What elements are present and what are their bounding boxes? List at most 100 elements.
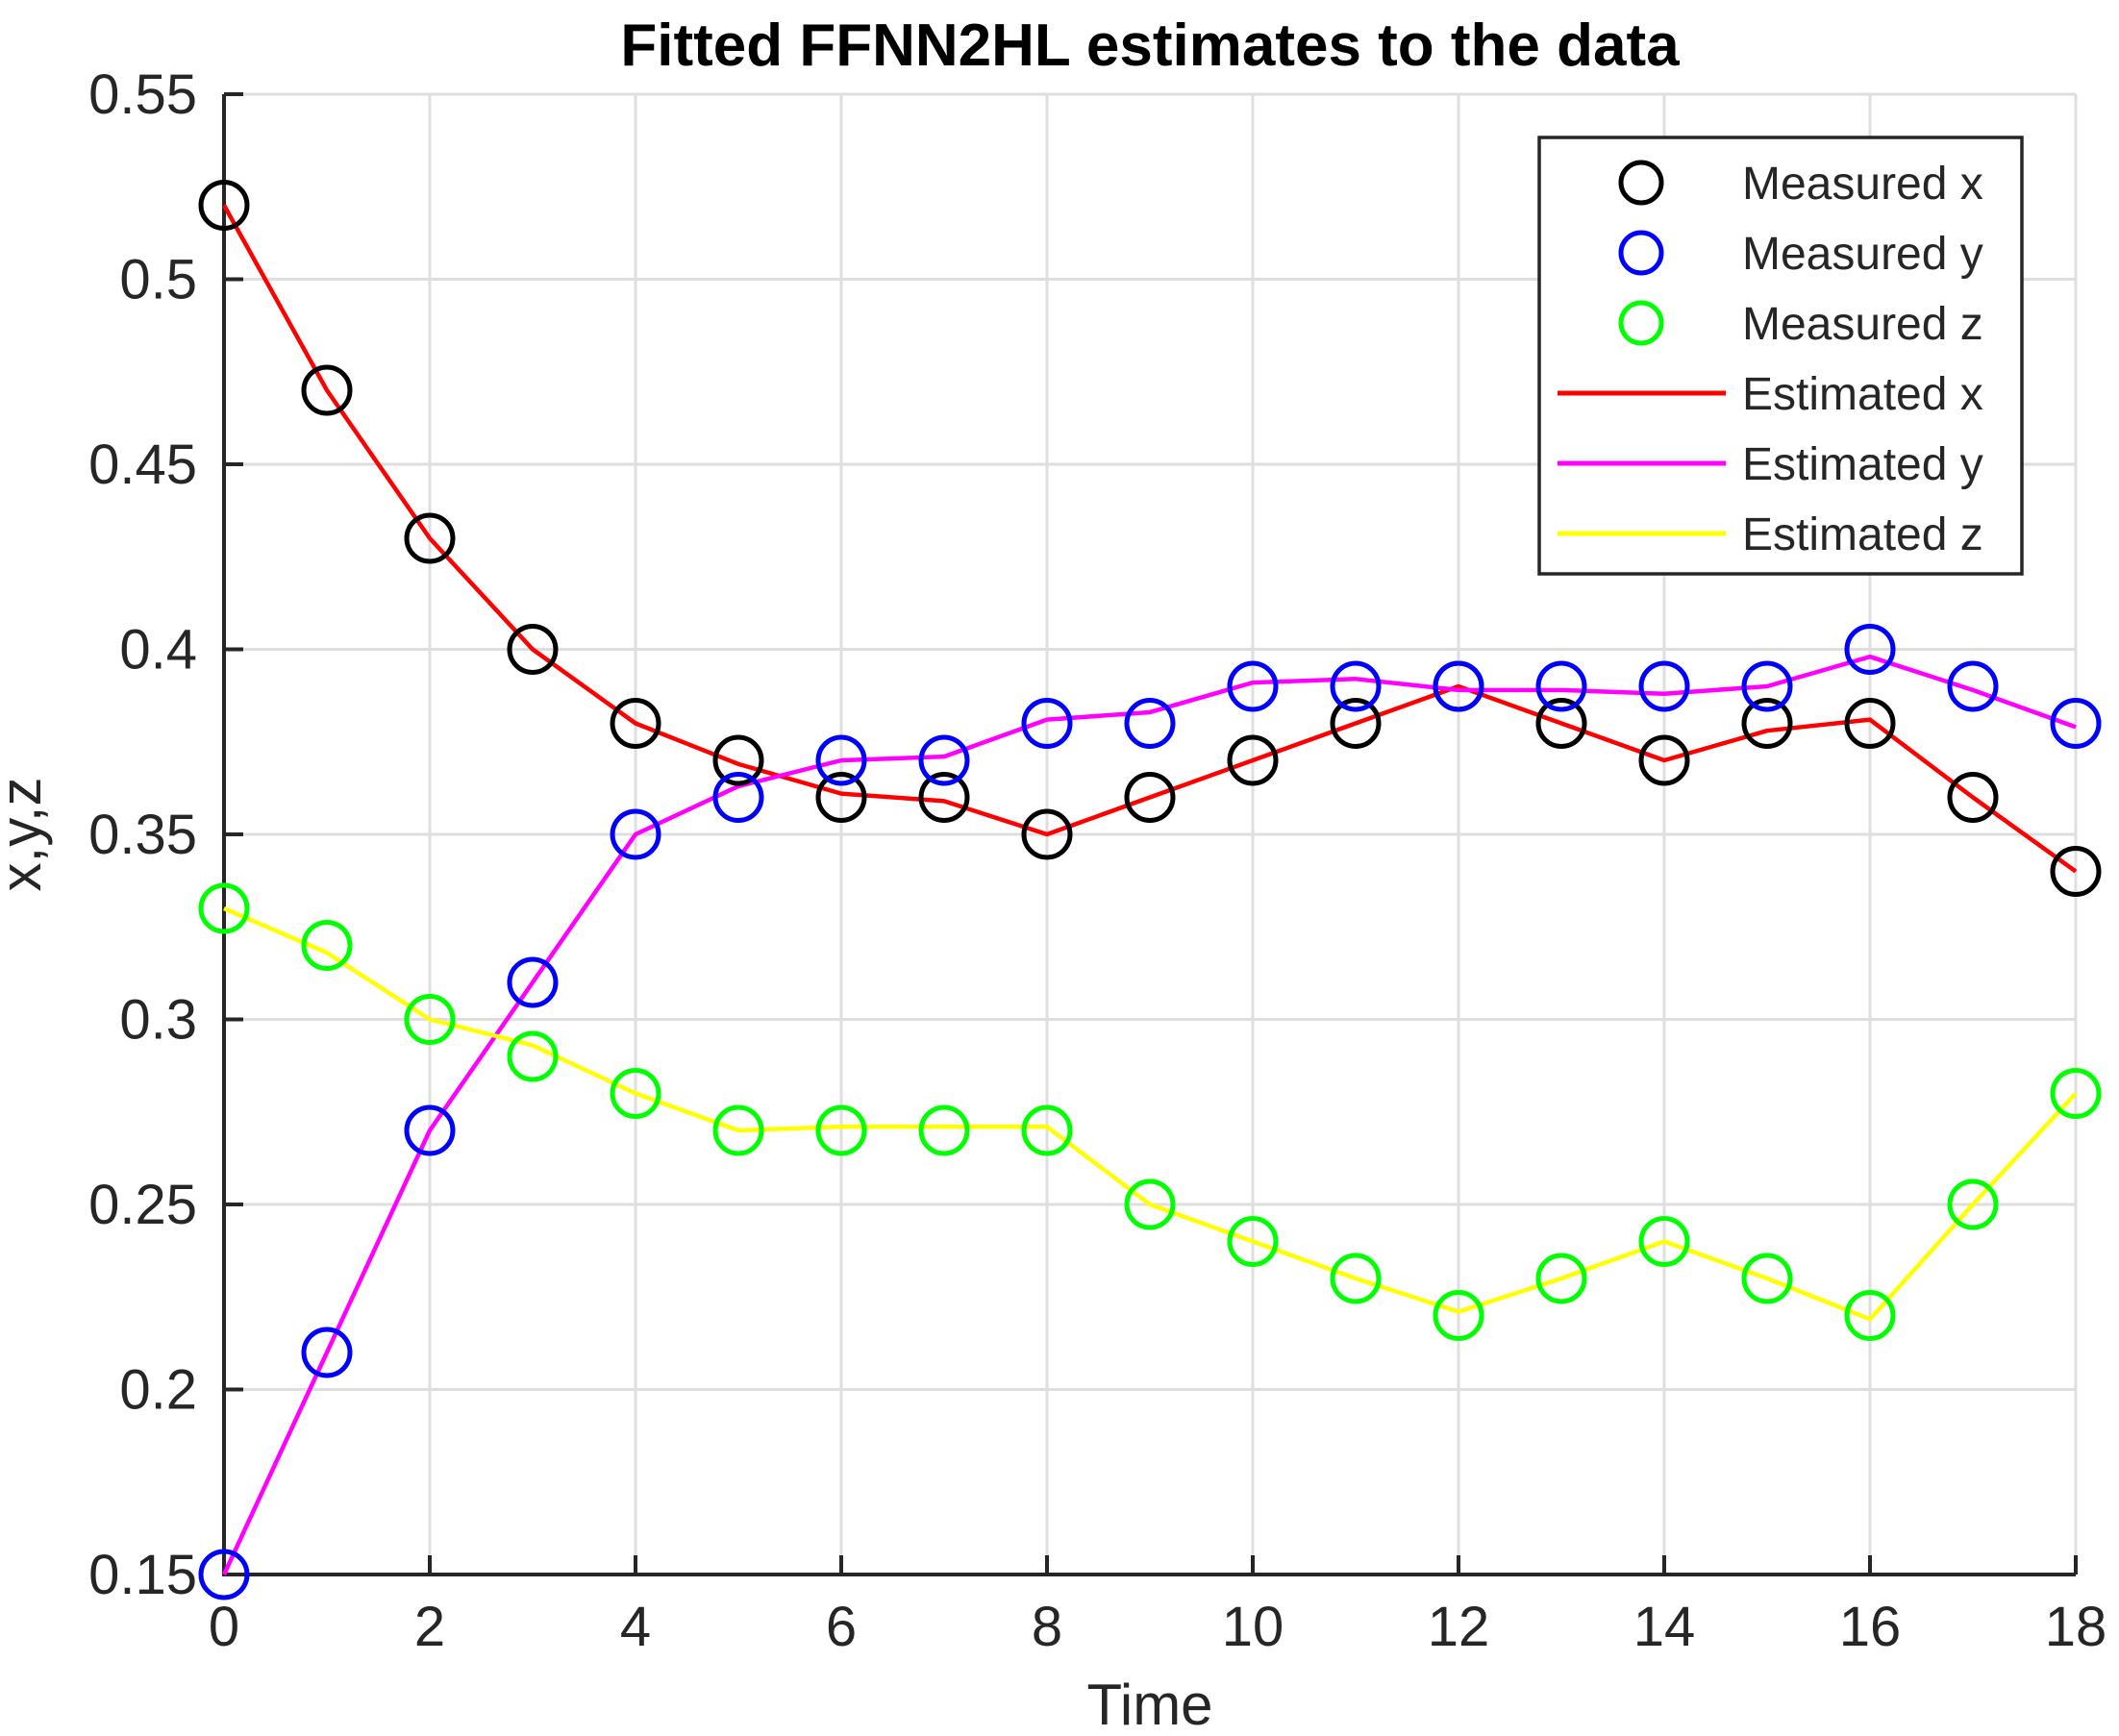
y-tick-label: 0.4 (119, 619, 197, 682)
estimated-x-line (222, 204, 2078, 874)
x-axis-label: Time (1086, 1673, 1212, 1736)
y-tick-label: 0.45 (88, 434, 197, 496)
data-point-marker (815, 1104, 867, 1156)
legend-label: Measured x (1742, 159, 1983, 210)
measured-x-markers (198, 180, 2102, 897)
chart-title: Fitted FFNN2HL estimates to the data (620, 12, 1680, 79)
data-point-marker (1021, 1104, 1073, 1156)
data-point-marker (1433, 660, 1484, 712)
data-point-marker (918, 1104, 970, 1156)
x-tick-label: 18 (2045, 1596, 2107, 1658)
y-tick-label: 0.15 (88, 1544, 197, 1606)
data-point-marker (1330, 660, 1382, 712)
data-point-marker (1535, 660, 1587, 712)
measured-y-markers (198, 624, 2102, 1600)
data-point-marker (301, 364, 353, 416)
data-point-marker (1638, 660, 1690, 712)
data-point-marker (1227, 1216, 1279, 1267)
legend-label: Measured y (1742, 229, 1983, 280)
data-point-marker (2050, 1068, 2102, 1119)
data-point-marker (918, 734, 970, 786)
data-point-marker (1844, 1290, 1896, 1341)
y-tick-label: 0.55 (88, 63, 197, 126)
data-point-marker (712, 734, 764, 786)
data-point-marker (301, 920, 353, 971)
y-axis-label: x,y,z (0, 778, 53, 892)
data-point-marker (1124, 772, 1176, 823)
x-tick-label: 14 (1633, 1596, 1696, 1658)
data-point-marker (198, 1549, 250, 1600)
data-point-marker (2050, 846, 2102, 897)
legend-item-estimated-y: Estimated y (1558, 439, 1983, 490)
data-point-marker (404, 512, 456, 564)
x-tick-label: 16 (1839, 1596, 1902, 1658)
x-tick-label: 2 (414, 1596, 445, 1658)
data-point-marker (507, 1030, 559, 1082)
x-tick-label: 12 (1428, 1596, 1490, 1658)
data-point-marker (1330, 1252, 1382, 1304)
data-point-marker (1741, 660, 1793, 712)
estimated-z-line (223, 905, 2078, 1322)
data-point-marker (1947, 772, 1999, 823)
x-tick-label: 0 (209, 1596, 239, 1658)
data-point-marker (198, 882, 250, 934)
data-point-marker (1535, 698, 1587, 749)
data-point-marker (301, 1327, 353, 1378)
legend-item-measured-z: Measured z (1618, 299, 1983, 350)
legend: Measured x Measured y Measured z Estimated … (1537, 136, 2024, 576)
data-point-marker (1124, 1178, 1176, 1230)
legend-label: Estimated y (1742, 439, 1983, 490)
data-point-marker (507, 956, 559, 1008)
data-point-marker (1433, 1290, 1484, 1341)
data-point-marker (712, 1104, 764, 1156)
y-tick-label: 0.3 (119, 989, 197, 1052)
legend-circle-swatch (1618, 300, 1664, 346)
y-tick-label: 0.2 (119, 1359, 197, 1422)
data-point-marker (198, 180, 250, 231)
legend-label: Measured z (1742, 299, 1983, 350)
data-point-marker (815, 734, 867, 786)
data-point-marker (1638, 734, 1690, 786)
data-point-marker (1330, 698, 1382, 749)
data-point-marker (1124, 698, 1176, 749)
legend-item-measured-x: Measured x (1618, 159, 1983, 210)
legend-item-measured-y: Measured y (1618, 229, 1983, 280)
measured-z-markers (198, 882, 2102, 1341)
data-point-marker (1227, 734, 1279, 786)
x-tick-label: 8 (1032, 1596, 1062, 1658)
legend-circle-swatch (1618, 230, 1664, 276)
data-point-marker (1947, 1178, 1999, 1230)
legend-item-estimated-z: Estimated z (1558, 509, 1983, 560)
data-point-marker (1741, 698, 1793, 749)
legend-circle-swatch (1618, 160, 1664, 206)
legend-box (1537, 136, 2024, 576)
data-point-marker (1638, 1216, 1690, 1267)
data-point-marker (404, 994, 456, 1045)
series (198, 180, 2102, 1600)
x-tick-label: 6 (826, 1596, 857, 1658)
data-point-marker (610, 698, 661, 749)
axes: 0.15 0.2 0.25 0.3 0.35 0.4 0.45 0.5 0.55 0 2 4 6 8 10 1… (88, 63, 2107, 1658)
data-point-marker (507, 624, 559, 675)
data-point-marker (1741, 1252, 1793, 1304)
data-point-marker (918, 772, 970, 823)
legend-label: Estimated x (1742, 369, 1983, 420)
data-point-marker (1535, 1252, 1587, 1304)
estimated-y-line (221, 654, 2077, 1575)
y-tick-label: 0.25 (88, 1174, 197, 1236)
legend-item-estimated-x: Estimated x (1558, 369, 1983, 420)
data-point-marker (815, 772, 867, 823)
data-point-marker (610, 808, 661, 860)
data-point-marker (712, 772, 764, 823)
data-point-marker (1227, 660, 1279, 712)
data-point-marker (1844, 698, 1896, 749)
x-tick-label: 10 (1222, 1596, 1284, 1658)
data-point-marker (610, 1068, 661, 1119)
legend-label: Estimated z (1742, 509, 1983, 560)
data-point-marker (2050, 698, 2102, 749)
data-point-marker (404, 1104, 456, 1156)
data-point-marker (1844, 624, 1896, 675)
data-point-marker (1021, 808, 1073, 860)
